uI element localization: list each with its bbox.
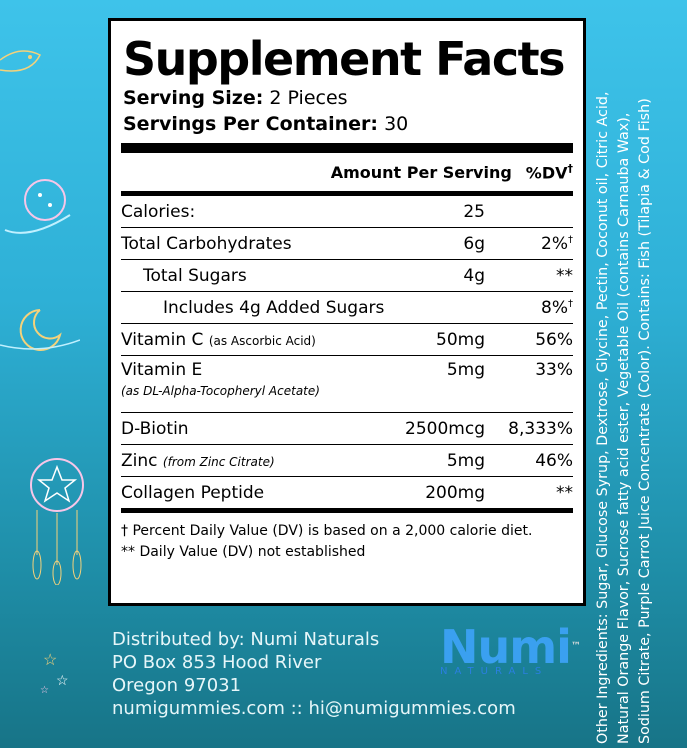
distributor-line: Distributed by: Numi Naturals [112,629,380,650]
nutrient-row: Total Carbohydrates 6g 2%† [121,228,573,260]
table-header: Amount Per Serving %DV† [121,153,573,191]
svg-text:☆: ☆ [40,685,49,696]
crystal-ball-hand-illustration [4,179,71,234]
nutrient-row: Zinc (from Zinc Citrate) 5mg 46% [121,445,573,477]
nutrient-row: Vitamin E (as DL-Alpha-Tocopheryl Acetate… [121,356,573,413]
footnote-asterisk: ** Daily Value (DV) not established [121,544,366,560]
panel-title: Supplement Facts [123,32,566,86]
svg-text:☆: ☆ [43,652,57,669]
svg-text:☆: ☆ [56,672,69,688]
medium-divider [121,508,573,513]
ingredients-text: Other Ingredients: Sugar, Glucose Syrup,… [595,91,653,745]
servings-per-container: Servings Per Container: 30 [123,113,409,135]
amount-header: Amount Per Serving [330,162,512,182]
distributor-line: PO Box 853 Hood River [112,652,322,673]
numi-logo: Numi™ NATURALS [440,620,581,677]
serving-size: Serving Size: 2 Pieces [123,87,348,109]
nutrient-row: D-Biotin 2500mcg 8,333% [121,413,573,445]
thick-divider [121,143,573,153]
nutrient-row: Collagen Peptide 200mg ** [121,482,573,503]
nutrient-row: Calories: 25 [121,196,573,228]
footnotes: † Percent Daily Value (DV) is based on a… [121,521,573,563]
stars-illustration: ☆ ☆ ☆ [40,652,69,696]
dv-header: %DV† [525,161,573,183]
nutrient-row: Total Sugars 4g ** [121,260,573,292]
distributor-line: Oregon 97031 [112,675,242,696]
medium-divider [121,191,573,196]
nutrient-row: Vitamin C (as Ascorbic Acid) 50mg 56% [121,324,573,356]
moon-illustration [0,309,80,351]
fish-illustration [0,50,42,72]
distributor-info: Distributed by: Numi Naturals PO Box 853… [112,628,516,720]
supplement-facts-panel: Supplement Facts Serving Size: 2 Pieces … [108,18,586,606]
distributor-website[interactable]: numigummies.com :: hi@numigummies.com [112,698,516,719]
footnote-dagger: † Percent Daily Value (DV) is based on a… [121,523,533,539]
dreamcatcher-illustration [30,458,84,585]
nutrient-row: Includes 4g Added Sugars 8%† [121,292,573,324]
